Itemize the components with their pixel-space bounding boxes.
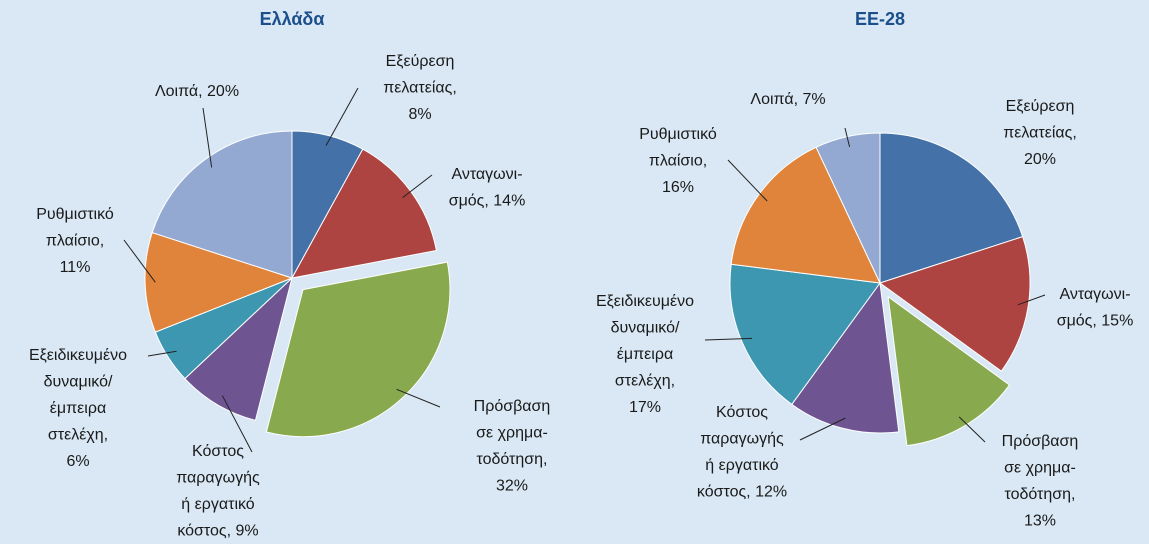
leader-line — [402, 174, 433, 199]
leader-line — [123, 239, 156, 283]
pie-slice — [729, 263, 881, 406]
data-label: δυναμικό/ — [44, 374, 113, 391]
leader-line — [958, 416, 986, 443]
data-label: πλαίσιο, — [46, 233, 104, 250]
pie-slice — [878, 236, 1031, 372]
leader-line — [221, 395, 253, 453]
data-label: πελατείας, — [1003, 125, 1077, 142]
data-label: κόστος, 12% — [697, 484, 787, 501]
data-label: ή εργατικό — [705, 457, 779, 474]
leader-line — [704, 337, 752, 341]
data-label: Εξεύρεση — [1006, 98, 1075, 115]
data-label: στελέχη, — [48, 427, 108, 444]
data-label: 8% — [408, 106, 431, 123]
pie-slice — [151, 130, 293, 279]
data-label: Ρυθμιστικό — [639, 126, 717, 143]
pie-slice — [887, 295, 1011, 447]
data-label: πλαίσιο, — [649, 153, 707, 170]
leader-line — [325, 87, 359, 146]
data-label: Πρόσβαση — [474, 398, 551, 415]
leader-line — [147, 350, 177, 357]
data-label: 17% — [629, 399, 661, 416]
chart-title: Ελλάδα — [260, 9, 325, 29]
pie-slice — [184, 276, 293, 421]
data-label: σε χρημα- — [1004, 460, 1076, 477]
data-label: 20% — [1024, 151, 1056, 168]
data-label: Κόστος — [192, 443, 244, 460]
data-label: 16% — [662, 179, 694, 196]
data-label: 6% — [66, 453, 89, 470]
data-label: έμπειρα — [617, 346, 673, 363]
pie-slice — [879, 132, 1024, 284]
data-label: στελέχη, — [615, 373, 675, 390]
data-label: παραγωγής — [176, 470, 260, 487]
data-label: Κόστος — [716, 404, 768, 421]
leader-line — [727, 159, 768, 202]
leader-line — [799, 417, 846, 441]
data-label: τοδότηση, — [1004, 486, 1075, 503]
data-label: Λοιπά, 7% — [750, 91, 825, 108]
pie-slice — [730, 146, 881, 284]
leader-line — [396, 388, 441, 408]
data-label: Πρόσβαση — [1002, 433, 1079, 450]
data-label: κόστος, 9% — [177, 523, 258, 540]
data-label: Ανταγωνι- — [1059, 286, 1130, 303]
data-label: σε χρημα- — [476, 425, 548, 442]
data-label: Εξειδικευμένο — [29, 347, 127, 364]
pie-slice — [144, 231, 294, 333]
pie-slice — [265, 261, 451, 438]
data-label: Εξειδικευμένο — [596, 293, 694, 310]
data-label: Ανταγωνι- — [451, 166, 522, 183]
data-label: σμός, 15% — [1057, 313, 1134, 330]
data-label: παραγωγής — [700, 431, 784, 448]
data-label: 11% — [60, 259, 91, 276]
leader-line — [844, 127, 851, 147]
data-label: τοδότηση, — [476, 451, 547, 468]
data-label: Εξεύρεση — [386, 53, 455, 70]
chart-title: ΕΕ-28 — [855, 9, 905, 29]
data-label: έμπειρα — [50, 400, 106, 417]
data-label: Ρυθμιστικό — [36, 206, 114, 223]
leader-line — [1017, 294, 1046, 306]
data-label: 32% — [496, 478, 528, 495]
pie-slice — [791, 281, 900, 434]
data-label: 13% — [1024, 513, 1056, 530]
data-label: ή εργατικό — [181, 496, 255, 513]
data-label: σμός, 14% — [449, 193, 526, 210]
data-label: δυναμικό/ — [611, 320, 680, 337]
data-label: πελατείας, — [383, 80, 457, 97]
data-label: Λοιπά, 20% — [155, 83, 239, 100]
leader-line — [202, 107, 213, 168]
